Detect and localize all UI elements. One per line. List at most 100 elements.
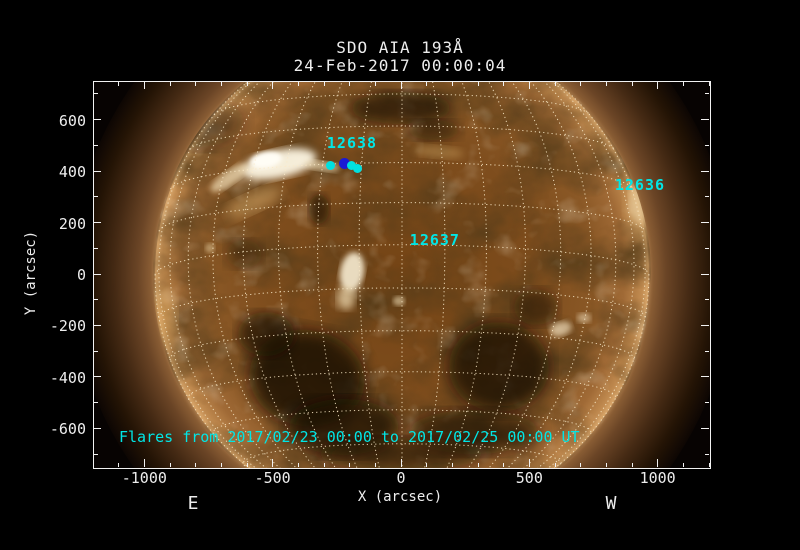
axis-tick [477,81,479,86]
axis-tick [169,462,171,467]
axis-tick [93,324,101,326]
axis-tick [93,453,98,455]
active-region-label: 12637 [409,231,460,250]
axis-tick [451,81,453,86]
axis-tick [701,170,709,172]
y-tick-label: 600 [58,111,86,130]
axis-tick [93,247,98,249]
axis-tick [143,81,145,89]
axis-tick [554,81,556,86]
axis-tick [349,462,351,467]
axis-tick [297,462,299,467]
axis-tick [93,427,101,429]
axis-tick [580,81,582,86]
axis-tick [528,81,530,89]
axis-tick [605,462,607,467]
axis-tick [631,81,633,86]
x-tick-label: -500 [254,469,291,487]
grid-line [158,287,646,318]
grid-line [553,274,650,468]
active-region-label: 12636 [614,175,666,194]
axis-tick [657,81,659,89]
flare-caption: Flares from 2017/02/23 00:00 to 2017/02/… [119,428,580,446]
axis-tick [374,462,376,467]
axis-tick [118,462,120,467]
axis-tick [704,350,709,352]
grid-line [506,82,592,468]
axis-tick [704,93,709,95]
x-tick-label: 0 [396,469,406,487]
axis-tick [323,81,325,86]
axis-tick [554,462,556,467]
axis-tick [93,402,98,404]
axis-tick [118,81,120,86]
axis-tick [400,459,402,467]
axis-tick [451,462,453,467]
grid-line [424,82,446,468]
axis-tick [708,462,710,467]
west-limb-label: W [605,493,617,514]
x-tick-label: 1000 [639,469,676,487]
axis-tick [605,81,607,86]
axis-tick [93,222,101,224]
axis-tick [580,462,582,467]
axis-tick [704,402,709,404]
grid-line [187,371,617,400]
disk-texture [153,82,651,468]
axis-tick [143,459,145,467]
y-tick-label: -600 [49,420,86,439]
axis-tick [93,119,101,121]
axis-tick [93,196,98,198]
x-axis-title: X (arcsec) [357,489,443,505]
axis-tick [503,81,505,86]
axis-tick [701,376,709,378]
axis-tick [701,222,709,224]
axis-tick [93,299,98,301]
y-tick-label: 400 [58,163,86,182]
axis-tick [272,81,274,89]
coronal-holes [153,92,558,468]
plot-area [93,81,711,469]
axis-tick [704,453,709,455]
y-tick-label: 0 [76,266,86,284]
y-tick-label: 200 [58,214,86,233]
flare-marker [353,164,363,174]
axis-tick [631,462,633,467]
axis-tick [704,196,709,198]
axis-tick [93,376,101,378]
axis-tick [323,462,325,467]
axis-tick [657,459,659,467]
y-tick-label: -200 [49,317,86,336]
grid-line [277,82,337,468]
image-title: SDO AIA 193Å [336,38,464,57]
axis-tick [704,299,709,301]
axis-tick [246,81,248,86]
axis-tick [93,170,101,172]
axis-tick [708,81,710,86]
axis-tick [477,462,479,467]
axis-tick [426,462,428,467]
flare-marker [326,161,336,171]
axis-tick [701,273,709,275]
axis-tick [701,324,709,326]
axis-tick [93,93,98,95]
x-tick-label: -1000 [121,469,167,487]
east-limb-label: E [187,493,199,514]
axis-tick [704,144,709,146]
y-tick-label: -400 [49,368,86,387]
axis-tick [701,427,709,429]
axis-tick [195,462,197,467]
limb-ring [154,82,650,468]
heliographic-grid [154,82,650,468]
axis-tick [272,459,274,467]
x-tick-label: 500 [515,469,543,487]
axis-tick [220,462,222,467]
axis-tick [93,350,98,352]
axis-tick [92,81,94,86]
axis-tick [93,273,101,275]
grid-line [154,274,251,468]
grid-line [467,82,527,468]
axis-tick [426,81,428,86]
axis-tick [297,81,299,86]
axis-tick [704,247,709,249]
